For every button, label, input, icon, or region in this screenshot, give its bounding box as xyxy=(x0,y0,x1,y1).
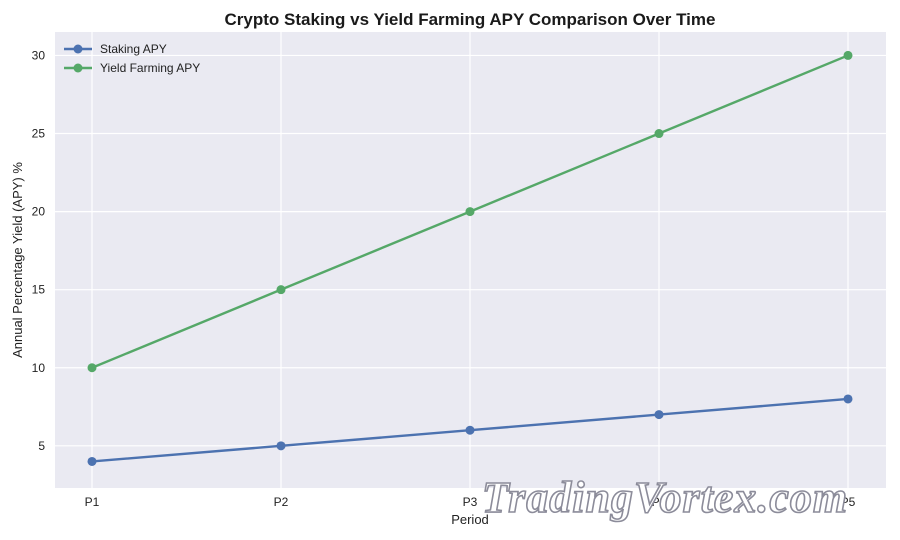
y-axis-label: Annual Percentage Yield (APY) % xyxy=(10,162,25,358)
data-point xyxy=(465,207,475,217)
x-tick-label: P3 xyxy=(463,495,478,509)
x-tick-label: P5 xyxy=(841,495,856,509)
legend-marker-staking xyxy=(73,44,83,54)
y-tick-label: 20 xyxy=(32,205,46,219)
x-axis-ticks: P1 P2 P3 P4 P5 xyxy=(85,495,856,509)
legend: Staking APY Yield Farming APY xyxy=(64,42,200,75)
data-point xyxy=(87,456,97,466)
data-point xyxy=(654,129,664,139)
data-point xyxy=(654,410,664,420)
data-point xyxy=(843,50,853,60)
y-tick-label: 10 xyxy=(32,361,46,375)
y-tick-label: 25 xyxy=(32,127,46,141)
chart-title: Crypto Staking vs Yield Farming APY Comp… xyxy=(225,10,716,29)
x-axis-label: Period xyxy=(451,512,489,527)
legend-label-yield-farming: Yield Farming APY xyxy=(100,61,200,75)
data-point xyxy=(87,363,97,373)
y-tick-label: 15 xyxy=(32,283,46,297)
data-point xyxy=(276,441,286,451)
data-point xyxy=(465,425,475,435)
watermark: TradingVortex.com xyxy=(482,473,848,522)
x-tick-label: P2 xyxy=(274,495,289,509)
x-tick-label: P1 xyxy=(85,495,100,509)
legend-marker-yield-farming xyxy=(73,63,83,73)
data-point xyxy=(276,285,286,295)
series-layer xyxy=(87,50,853,466)
x-tick-label: P4 xyxy=(652,495,667,509)
legend-label-staking: Staking APY xyxy=(100,42,167,56)
y-axis-ticks: 5 10 15 20 25 30 xyxy=(32,48,46,452)
y-tick-label: 5 xyxy=(38,439,45,453)
y-tick-label: 30 xyxy=(32,48,46,62)
data-point xyxy=(843,394,853,404)
